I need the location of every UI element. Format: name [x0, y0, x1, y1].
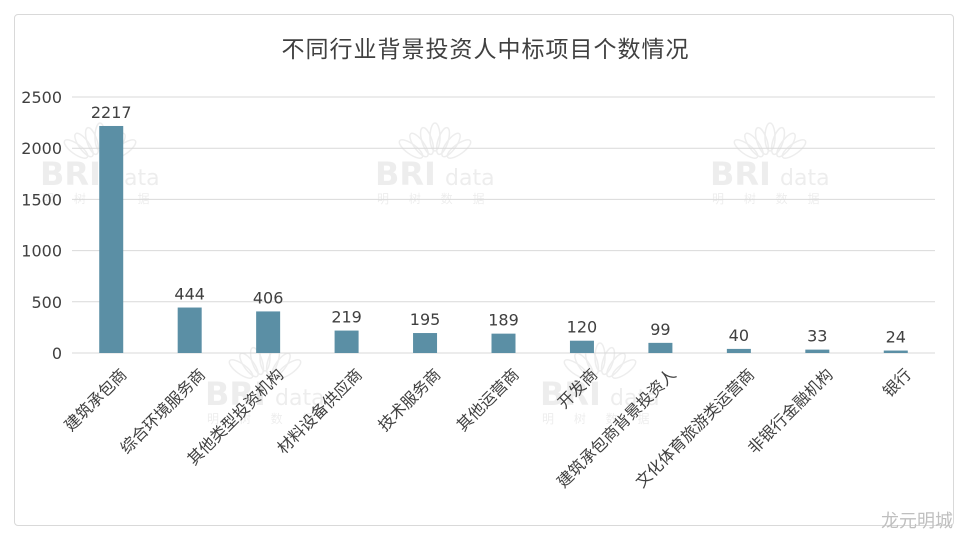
- bar: [569, 340, 594, 353]
- bar: [99, 125, 124, 353]
- x-tick-label: 技术服务商: [374, 365, 444, 435]
- watermark-suffix: data: [445, 166, 495, 191]
- bar: [726, 348, 751, 353]
- y-tick-label: 1500: [21, 190, 62, 209]
- y-axis-ticks: 0 500 1000 1500 2000 2500: [21, 88, 62, 363]
- watermark-brand: BRI: [710, 155, 771, 193]
- x-tick-label: 非银行金融机构: [744, 365, 837, 458]
- data-label: 99: [650, 320, 670, 339]
- watermark-suffix: data: [780, 166, 830, 191]
- bar: [883, 350, 908, 353]
- bar: [177, 307, 202, 353]
- data-label: 33: [807, 327, 827, 346]
- watermark-brand: BRI: [375, 155, 436, 193]
- data-label: 406: [253, 288, 284, 307]
- y-tick-label: 2000: [21, 139, 62, 158]
- x-tick-label: 其他运营商: [453, 365, 523, 435]
- bar: [256, 311, 281, 353]
- data-label: 195: [410, 310, 441, 329]
- watermark-sub: 明 树 数 据: [542, 411, 657, 426]
- data-labels: 2217 444 406 219 195 189 120 99 40 33 24: [91, 103, 906, 347]
- watermark-suffix: data: [610, 386, 660, 411]
- watermark-sub: 明 树 数 据: [207, 411, 322, 426]
- x-tick-label: 建筑承包商: [61, 365, 131, 435]
- bar: [805, 349, 830, 353]
- bars: [99, 125, 908, 353]
- x-tick-label: 银行: [879, 365, 915, 401]
- data-label: 40: [729, 326, 749, 345]
- bar: [491, 333, 516, 353]
- y-tick-label: 0: [52, 344, 62, 363]
- watermark-sub: 明 树 数 据: [377, 191, 492, 206]
- bar: [413, 333, 438, 353]
- y-tick-label: 1000: [21, 242, 62, 261]
- data-label: 444: [174, 285, 205, 304]
- y-tick-label: 2500: [21, 88, 62, 107]
- data-label: 24: [886, 328, 906, 347]
- bar: [334, 330, 359, 353]
- data-label: 189: [488, 311, 519, 330]
- credit-text: 龙元明城: [881, 511, 953, 532]
- chart-title: 不同行业背景投资人中标项目个数情况: [281, 37, 690, 63]
- watermark-brand: BRI: [205, 375, 266, 413]
- bar: [648, 342, 673, 353]
- watermark-brand: BRI: [40, 155, 101, 193]
- chart-frame: [14, 14, 954, 526]
- data-label: 219: [331, 308, 362, 327]
- data-label: 2217: [91, 103, 132, 122]
- watermark-suffix: data: [275, 386, 325, 411]
- watermark-brand: BRI: [540, 375, 601, 413]
- y-tick-label: 500: [31, 293, 62, 312]
- data-label: 120: [567, 318, 598, 337]
- watermark-sub: 明 树 数 据: [712, 191, 827, 206]
